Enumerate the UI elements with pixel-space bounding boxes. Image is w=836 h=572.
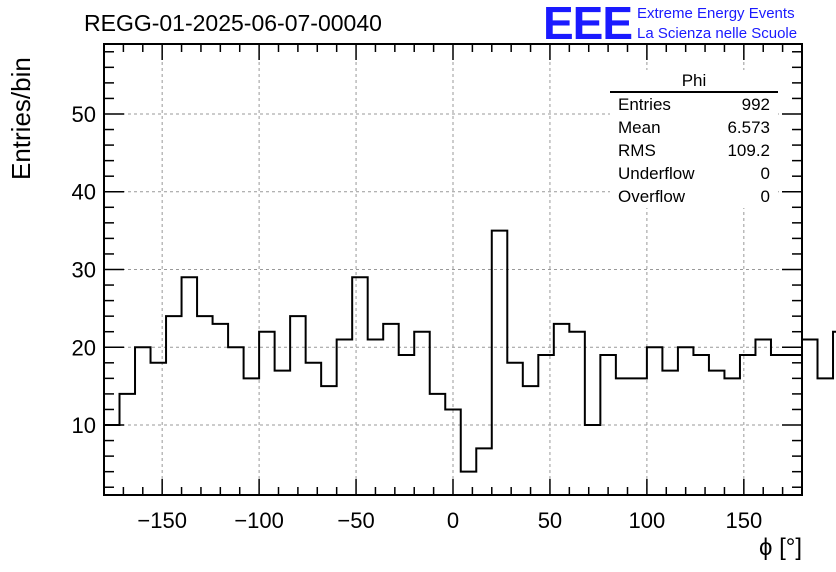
stats-box: Phi Entries 992 Mean 6.573 RMS 109.2 Und…: [610, 70, 778, 208]
stats-label: Entries: [618, 95, 671, 114]
y-axis-label: Entries/bin: [6, 57, 36, 180]
tick-labels: −150 −100 −50 0 50 100 150 10 20 30 40 50: [72, 102, 763, 533]
stats-row-mean: Mean 6.573: [610, 116, 778, 139]
logo-caption-line2: La Scienza nelle Scuole: [637, 25, 798, 42]
stats-value: 6.573: [727, 118, 770, 137]
stats-row-rms: RMS 109.2: [610, 139, 778, 162]
grid-lines: [104, 44, 802, 495]
x-tick-label: 100: [629, 508, 666, 533]
stats-label: Overflow: [618, 187, 686, 206]
stats-value: 109.2: [727, 141, 770, 160]
x-tick-label: 0: [447, 508, 459, 533]
x-axis-label: ϕ [°]: [758, 534, 802, 561]
stats-label: Mean: [618, 118, 661, 137]
stats-row-overflow: Overflow 0: [610, 185, 778, 208]
x-tick-label: 50: [538, 508, 562, 533]
y-tick-label: 30: [72, 258, 96, 283]
x-tick-label: −150: [137, 508, 187, 533]
stats-value: 992: [741, 95, 770, 114]
y-tick-label: 40: [72, 180, 96, 205]
y-tick-label: 10: [72, 413, 96, 438]
stats-title: Phi: [610, 70, 778, 93]
stats-label: Underflow: [618, 164, 695, 183]
stats-value: 0: [760, 164, 770, 183]
stats-row-entries: Entries 992: [610, 93, 778, 116]
x-tick-label: −50: [337, 508, 374, 533]
histogram-line: [104, 229, 836, 473]
chart-title: REGG-01-2025-06-07-00040: [84, 10, 382, 36]
y-tick-label: 50: [72, 102, 96, 127]
y-tick-label: 20: [72, 335, 96, 360]
stats-value: 0: [760, 187, 770, 206]
stats-row-underflow: Underflow 0: [610, 162, 778, 185]
eee-logo: EEE: [543, 0, 633, 49]
stats-label: RMS: [618, 141, 656, 160]
logo-caption-line1: Extreme Energy Events: [637, 5, 795, 22]
x-tick-label: 150: [725, 508, 762, 533]
logo-caption: Extreme Energy Events La Scienza nelle S…: [637, 4, 797, 44]
axis-ticks: [103, 44, 803, 495]
x-tick-label: −100: [234, 508, 284, 533]
